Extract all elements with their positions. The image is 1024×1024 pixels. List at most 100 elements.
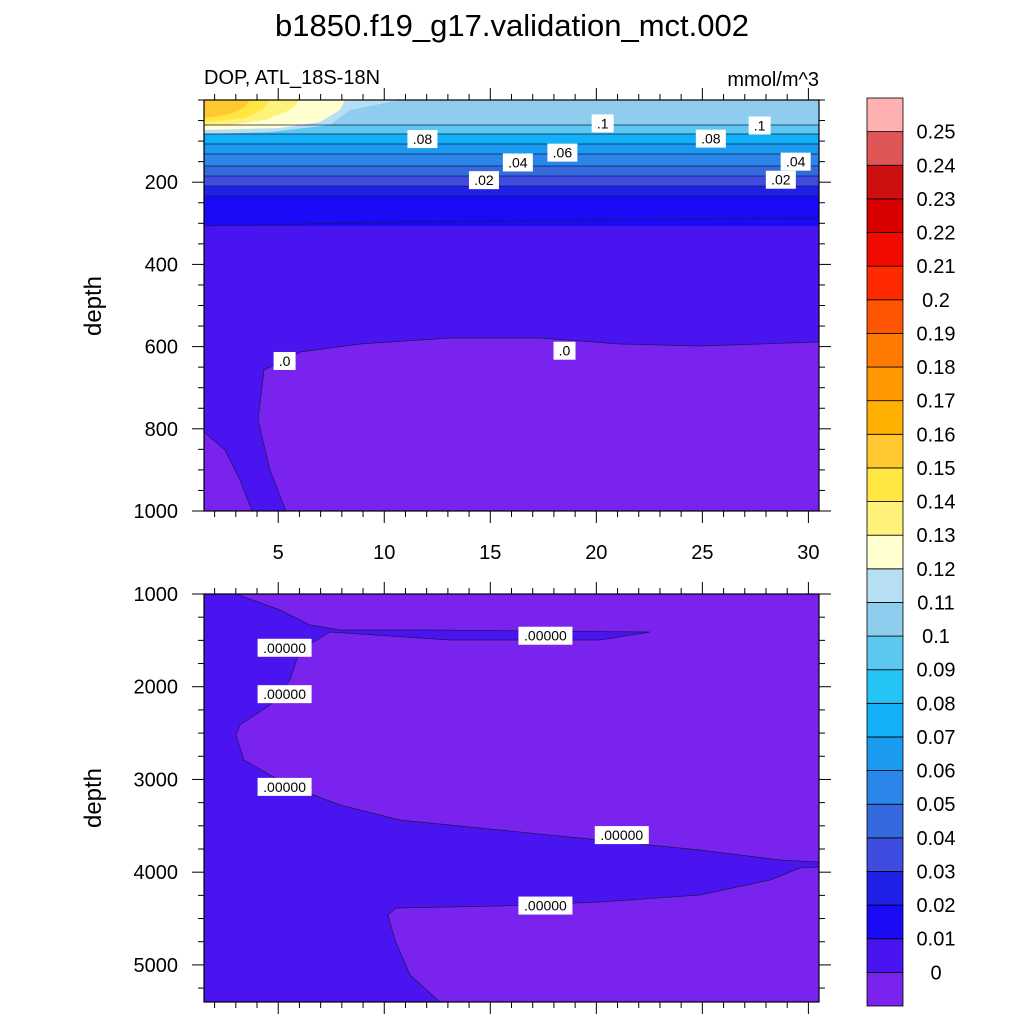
colorbar-box <box>866 400 904 435</box>
subtitle-left: DOP, ATL_18S-18N <box>204 67 380 89</box>
colorbar-box <box>866 971 904 1007</box>
x-tick-label: 10 <box>373 542 395 564</box>
colorbar-label: 0.06 <box>917 761 956 783</box>
upper-band-015 <box>204 100 250 118</box>
colorbar-box <box>866 602 904 637</box>
colorbar-label: 0.18 <box>917 357 956 379</box>
contour-label: .1 <box>591 114 614 133</box>
colorbar-box <box>866 568 904 603</box>
y-tick-label: 600 <box>145 337 178 359</box>
colorbar-label: 0.12 <box>917 559 956 581</box>
contour-label: .00000 <box>594 826 649 845</box>
colorbar-label: 0.15 <box>917 458 956 480</box>
colorbar-label: 0.16 <box>917 424 956 446</box>
colorbar-box <box>866 904 904 940</box>
colorbar-label: 0.24 <box>917 155 956 177</box>
y-tick-label: 1000 <box>134 584 179 606</box>
colorbar-box <box>866 97 904 133</box>
contour-label: .04 <box>780 152 811 171</box>
svg-text:.04: .04 <box>508 154 528 170</box>
svg-text:.08: .08 <box>701 131 721 147</box>
y-tick-label: 400 <box>145 254 178 276</box>
colorbar-box <box>866 433 904 469</box>
colorbar-box <box>866 871 904 906</box>
colorbar-label: 0.02 <box>917 895 956 917</box>
x-tick-label: 15 <box>479 542 501 564</box>
colorbar-box <box>866 232 904 267</box>
colorbar-label: 0.23 <box>917 189 956 211</box>
subtitle-right: mmol/m^3 <box>727 69 819 91</box>
svg-text:.0: .0 <box>559 343 571 359</box>
colorbar-label: 0.25 <box>917 122 956 144</box>
upper-axis-ticks: 5 10 15 20 25 30 200 400 600 800 1000 <box>134 88 831 564</box>
colorbar-label: 0.19 <box>917 323 956 345</box>
svg-text:.00000: .00000 <box>263 640 306 656</box>
svg-text:.00000: .00000 <box>600 827 643 843</box>
colorbar-box <box>866 501 904 536</box>
colorbar-label: 0.05 <box>917 794 956 816</box>
colorbar-box <box>866 333 904 368</box>
svg-text:.00000: .00000 <box>263 686 306 702</box>
colorbar-box <box>866 837 904 872</box>
colorbar-box <box>866 736 904 771</box>
x-tick-label: 5 <box>273 542 284 564</box>
colorbar-box <box>866 803 904 839</box>
contour-label: .04 <box>502 153 533 172</box>
svg-text:.02: .02 <box>771 172 791 188</box>
colorbar-box <box>866 938 904 973</box>
colorbar-label: 0.14 <box>917 492 956 514</box>
x-tick-label: 30 <box>797 542 819 564</box>
colorbar-box <box>866 467 904 502</box>
contour-label: .1 <box>748 116 771 135</box>
lower-zero-region-b <box>387 866 819 1002</box>
svg-text:.0: .0 <box>279 353 291 369</box>
svg-text:.00000: .00000 <box>524 898 567 914</box>
lower-zero-region-a <box>204 594 819 863</box>
colorbar-label: 0.13 <box>917 525 956 547</box>
y-tick-label: 5000 <box>134 955 179 977</box>
chart-title: b1850.f19_g17.validation_mct.002 <box>275 8 749 43</box>
svg-text:.1: .1 <box>597 115 609 131</box>
colorbar-label: 0 <box>930 962 941 984</box>
colorbar-box <box>866 770 904 805</box>
svg-text:.1: .1 <box>754 117 766 133</box>
contour-label: .06 <box>547 143 578 162</box>
colorbar-label: 0.07 <box>917 727 956 749</box>
lower-contour-labels: .00000 .00000 .00000 .00000 .00000 .00000 <box>257 626 649 915</box>
colorbar-box <box>866 366 904 402</box>
svg-text:.00000: .00000 <box>524 628 567 644</box>
contour-label: .0 <box>273 351 296 370</box>
colorbar: 0 0.01 0.02 0.03 0.04 0.05 0.06 0.07 0.08 0.09 0.1… <box>866 97 956 1007</box>
svg-text:.00000: .00000 <box>263 779 306 795</box>
y-tick-label: 4000 <box>134 862 179 884</box>
contour-label: .00000 <box>518 896 573 915</box>
colorbar-box <box>866 131 904 166</box>
contour-label: .08 <box>407 130 438 149</box>
colorbar-box <box>866 635 904 671</box>
upper-zero-corner <box>204 431 253 511</box>
contour-label: .00000 <box>257 638 312 657</box>
x-tick-label: 25 <box>691 542 713 564</box>
lower-panel: .00000 .00000 .00000 .00000 .00000 .00000 <box>204 594 819 1002</box>
colorbar-label: 0.1 <box>922 626 950 648</box>
colorbar-box <box>866 164 904 200</box>
contour-label: .00000 <box>257 685 312 704</box>
lower-axis-ticks: 1000 2000 3000 4000 5000 <box>134 582 831 1014</box>
y-tick-label: 1000 <box>134 501 179 523</box>
svg-text:.02: .02 <box>474 172 494 188</box>
colorbar-label: 0.03 <box>917 861 956 883</box>
x-tick-label: 20 <box>585 542 607 564</box>
y-tick-label: 800 <box>145 419 178 441</box>
contour-label: .02 <box>765 170 796 189</box>
colorbar-label: 0.21 <box>917 256 956 278</box>
colorbar-box <box>866 198 904 233</box>
contour-label: .00000 <box>518 626 573 645</box>
colorbar-label: 0.22 <box>917 223 956 245</box>
colorbar-label: 0.09 <box>917 660 956 682</box>
colorbar-label: 0.01 <box>917 929 956 951</box>
colorbar-box <box>866 669 904 704</box>
colorbar-box <box>866 702 904 738</box>
colorbar-box <box>866 299 904 334</box>
contour-label: .02 <box>468 171 499 190</box>
